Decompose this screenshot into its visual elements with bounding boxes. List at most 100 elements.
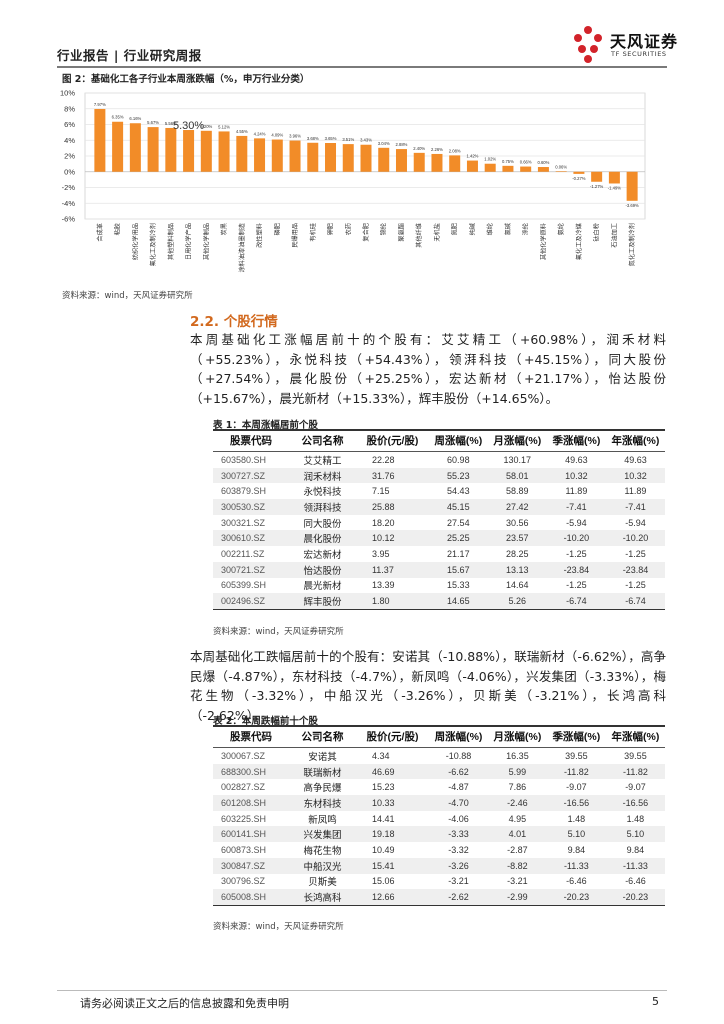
table-cell: -10.20 xyxy=(546,530,606,547)
data-label: 2.88% xyxy=(396,142,408,147)
table-cell: 10.33 xyxy=(356,795,429,811)
chart-bar xyxy=(360,144,372,172)
table-cell: 中船汉光 xyxy=(288,857,357,874)
data-label: 5.30% xyxy=(173,120,204,132)
table-cell: 22.28 xyxy=(371,454,395,465)
chart-bar xyxy=(431,153,443,172)
table-cell: 603225.SH xyxy=(221,813,267,824)
x-tick-label: 氨纶 xyxy=(557,223,565,235)
table-cell: 31.76 xyxy=(355,467,429,484)
table-cell: 5.10 xyxy=(546,826,606,843)
table-cell: 15.67 xyxy=(428,561,488,578)
table-cell: -11.33 xyxy=(546,857,606,874)
table-cell: 25.25 xyxy=(428,530,488,547)
company-logo: 天风证券 TF SECURITIES xyxy=(568,22,678,68)
table-cell: 28.25 xyxy=(506,548,529,559)
x-tick-label: 其他化学原料 xyxy=(539,223,547,260)
column-header: 周涨幅(%) xyxy=(434,435,483,447)
table-cell: -3.21 xyxy=(507,876,528,887)
figure-source: 资料来源：wind，天风证券研究所 xyxy=(62,291,193,301)
chart-bar xyxy=(254,138,266,172)
x-tick-label: 锦纶 xyxy=(380,223,388,235)
table-cell: 30.56 xyxy=(506,517,529,528)
table-cell: -5.94 xyxy=(625,517,646,528)
data-label: 3.65% xyxy=(325,136,337,141)
x-tick-label: 涤纶 xyxy=(522,223,530,235)
table-cell: -3.21 xyxy=(448,876,469,887)
x-tick-label: 无机盐 xyxy=(433,223,441,242)
column-header: 股价(元/股) xyxy=(366,435,419,447)
table-row: 603879.SH 永悦科技 7.15 54.43 58.89 11.89 11.89 xyxy=(213,483,665,499)
table2-source: 资料来源：wind，天风证券研究所 xyxy=(213,922,344,932)
table-cell: 梅花生物 xyxy=(303,845,342,857)
table-cell: 55.23 xyxy=(428,467,488,484)
chart-bar xyxy=(165,127,177,172)
table-cell: 45.15 xyxy=(428,499,488,515)
table-cell: 58.01 xyxy=(487,467,547,484)
data-label: 2.08% xyxy=(449,148,461,153)
data-label: 3.51% xyxy=(342,137,354,142)
x-tick-label: 复合肥 xyxy=(362,223,370,242)
table-cell: 300847.SZ xyxy=(213,857,289,874)
table-cell: -23.84 xyxy=(605,561,665,578)
table-cell: 11.89 xyxy=(624,486,647,497)
chart-bar xyxy=(147,127,159,172)
chart-bar xyxy=(218,131,230,172)
table-cell: 002827.SZ xyxy=(221,782,266,793)
table-row: 002496.SZ 辉丰股份 1.80 14.65 5.26 -6.74 -6.74 xyxy=(213,593,665,610)
x-tick-label: 氮肥 xyxy=(451,223,459,235)
table-cell: 4.34 xyxy=(372,750,390,761)
data-label: 0.06% xyxy=(555,164,567,169)
table-cell: -9.07 xyxy=(625,782,646,793)
losers-paragraph: 本周基础化工跌幅居前十的个股有：安诺其（-10.88%），联瑞新材（-6.62%… xyxy=(190,649,666,723)
table-cell: -6.74 xyxy=(546,593,606,610)
table-cell: 11.37 xyxy=(355,561,429,578)
data-label: 2.40% xyxy=(413,146,425,151)
y-tick-label: -2% xyxy=(62,183,76,192)
table-cell: 12.66 xyxy=(356,889,429,906)
data-label: 3.04% xyxy=(378,141,390,146)
table-cell: -4.06 xyxy=(448,813,469,824)
chart-bar xyxy=(413,152,425,172)
table-cell: 603879.SH xyxy=(221,486,267,497)
table-cell: -11.82 xyxy=(546,763,606,780)
x-tick-label: 农药 xyxy=(344,223,352,235)
table-cell: -20.23 xyxy=(605,889,665,906)
table-row: 300847.SZ 中船汉光 15.41 -3.26 -8.82 -11.33 -11.33 xyxy=(213,857,665,874)
chart-bar xyxy=(378,147,390,172)
table-row: 300321.SZ 同大股份 18.20 27.54 30.56 -5.94 -5.94 xyxy=(213,515,665,531)
table-cell: 300796.SZ xyxy=(221,876,266,887)
report-category: 行业报告 | 行业研究周报 xyxy=(57,48,202,63)
table-cell: 10.49 xyxy=(372,844,395,855)
table-cell: 联瑞新材 xyxy=(288,763,357,780)
chart-bar xyxy=(200,130,212,172)
table-cell: 5.99 xyxy=(488,763,547,780)
x-tick-label: 其他塑料制品 xyxy=(167,223,175,260)
table-cell: 5.26 xyxy=(487,593,547,610)
table-row: 300067.SZ 安诺其 4.34 -10.88 16.35 39.55 39.55 xyxy=(213,748,665,764)
table-cell: -16.56 xyxy=(546,795,606,811)
y-tick-label: 10% xyxy=(60,89,75,98)
y-tick-label: 8% xyxy=(64,104,75,113)
table-cell: -3.26 xyxy=(428,857,489,874)
table1-source: 资料来源：wind，天风证券研究所 xyxy=(213,627,344,637)
data-label: 0.60% xyxy=(537,160,549,165)
x-tick-label: 聚氨酯 xyxy=(397,223,405,242)
table-cell: -6.62 xyxy=(428,763,489,780)
table-cell: 605008.SH xyxy=(213,889,289,906)
table-cell: 9.84 xyxy=(626,844,645,855)
chart-bar xyxy=(236,135,248,172)
chart-bar xyxy=(307,142,319,172)
table-cell: 23.57 xyxy=(487,530,547,547)
x-tick-label: 维纶 xyxy=(486,223,494,235)
table-cell: 600873.SH xyxy=(221,844,267,855)
table-cell: 同大股份 xyxy=(303,518,342,530)
chart-bar xyxy=(271,139,283,172)
y-tick-label: -4% xyxy=(62,199,76,208)
logo-text: 天风证券 xyxy=(610,32,679,51)
data-label: 1.02% xyxy=(484,157,496,162)
gainers-table: 股票代码 公司名称 股价(元/股) 周涨幅(%) 月涨幅(%) 季涨幅(%) 年涨幅(%) 6… xyxy=(213,430,665,610)
table-cell: 4.95 xyxy=(508,813,527,824)
table-cell: -2.62 xyxy=(428,889,489,906)
chart-bar xyxy=(112,121,124,172)
